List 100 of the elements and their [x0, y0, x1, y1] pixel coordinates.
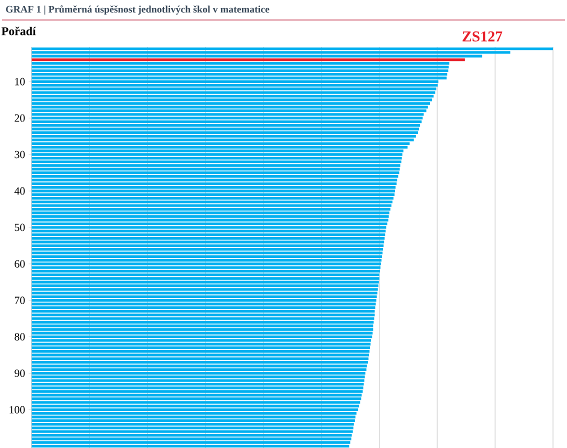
- bar: [32, 134, 416, 138]
- bar: [32, 255, 382, 258]
- bar: [32, 156, 402, 160]
- bar: [32, 346, 370, 350]
- bar: [32, 226, 386, 229]
- bar: [32, 69, 448, 72]
- bar: [32, 175, 398, 178]
- bar: [32, 153, 402, 156]
- bar: [32, 171, 400, 174]
- y-tick-label: 30: [14, 150, 25, 158]
- bar: [32, 295, 377, 298]
- bar: [32, 58, 465, 62]
- bar: [32, 430, 353, 433]
- bar: [32, 397, 362, 400]
- bar: [32, 215, 389, 218]
- bar: [32, 262, 381, 266]
- y-tick-label: 70: [14, 296, 25, 304]
- bar: [32, 320, 374, 324]
- bar: [32, 350, 370, 353]
- bar: [32, 131, 418, 134]
- bar: [32, 302, 376, 306]
- y-tick-label: 90: [14, 370, 25, 377]
- bar: [32, 72, 448, 76]
- bar: [32, 142, 410, 145]
- bar: [32, 190, 396, 192]
- bar: [32, 444, 350, 448]
- bar: [32, 208, 390, 211]
- bar: [32, 372, 366, 375]
- bar: [32, 200, 392, 204]
- y-tick-label: 10: [15, 78, 25, 86]
- bar: [32, 288, 378, 291]
- bar: [32, 273, 380, 276]
- bar: [32, 102, 430, 105]
- bar: [32, 218, 388, 222]
- bar: [32, 120, 422, 124]
- chart-title: GRAF 1 | Průměrná úspěšnost jednotlivých škol v matematice: [6, 5, 270, 15]
- bar: [32, 342, 371, 346]
- bar: [32, 408, 358, 412]
- bar: [32, 91, 436, 94]
- bar: [32, 252, 383, 254]
- bar: [32, 376, 365, 378]
- bar: [32, 438, 352, 440]
- bar: [32, 335, 372, 338]
- bar: [32, 386, 364, 390]
- bar: [32, 240, 384, 244]
- bar: [32, 284, 378, 288]
- y-tick-label: 50: [14, 224, 25, 232]
- bar: [32, 401, 360, 404]
- y-tick-label: 60: [14, 260, 25, 268]
- bar: [32, 76, 447, 80]
- bar: [32, 390, 363, 393]
- bar: [32, 368, 366, 371]
- text: ZS127: [462, 31, 502, 42]
- bar: [32, 364, 367, 368]
- bar: [32, 324, 374, 328]
- bar: [32, 124, 420, 127]
- bar: [32, 394, 362, 396]
- bar: [32, 339, 372, 342]
- y-axis-title: Pořadí: [2, 26, 36, 36]
- bar: [32, 150, 404, 152]
- bar: [32, 317, 374, 320]
- bar: [32, 204, 392, 207]
- y-tick-label: 40: [14, 187, 25, 195]
- bar: [32, 404, 360, 408]
- bar: [32, 138, 414, 142]
- bar: [32, 66, 449, 68]
- bar: [32, 270, 380, 273]
- bar: [32, 62, 450, 65]
- bar: [32, 182, 397, 186]
- bar: [32, 146, 408, 149]
- bar: [32, 266, 380, 269]
- bar: [32, 106, 428, 108]
- bar: [32, 248, 384, 251]
- bar: [32, 426, 354, 430]
- bar: [32, 109, 426, 112]
- bar: [32, 354, 369, 356]
- bar: [32, 258, 382, 262]
- bar: [32, 244, 384, 248]
- bar: [32, 47, 554, 50]
- bar: [32, 237, 385, 240]
- bar: [32, 128, 420, 130]
- bar: [32, 379, 364, 382]
- bar: [32, 310, 375, 313]
- bar: [32, 299, 376, 302]
- bar: [32, 160, 402, 164]
- bar: [32, 332, 373, 335]
- y-tick-label: 20: [14, 114, 25, 122]
- bar: [32, 314, 375, 316]
- y-tick-label: 80: [14, 333, 25, 341]
- bar: [32, 419, 355, 422]
- bar: [32, 168, 400, 170]
- bar: [32, 94, 434, 98]
- bar: [32, 434, 352, 437]
- bar: [32, 164, 400, 167]
- bar: [32, 212, 390, 214]
- bar: [32, 178, 398, 182]
- bar: [32, 441, 350, 444]
- bar: [32, 416, 356, 418]
- bar: [32, 292, 378, 294]
- bar: [32, 306, 376, 309]
